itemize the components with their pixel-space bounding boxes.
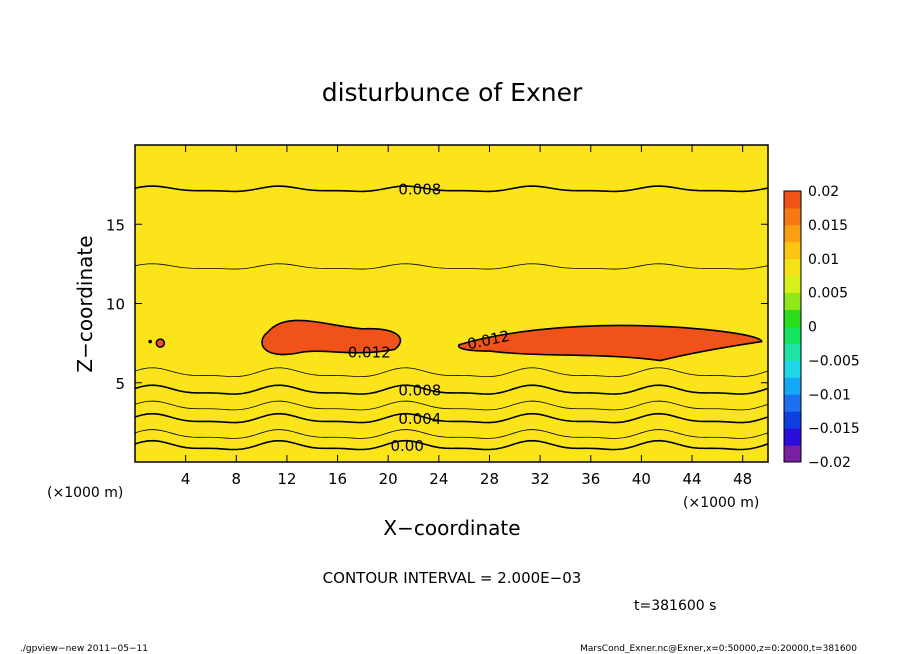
contour-label: 0.004 [398, 410, 441, 428]
x-tick-label: 12 [277, 470, 296, 488]
colorbar-swatch [784, 428, 801, 446]
colorbar-tick-label: 0.01 [808, 252, 839, 268]
colorbar-swatch [784, 191, 801, 209]
contour-interval-note: CONTOUR INTERVAL = 2.000E−03 [323, 569, 582, 587]
contour-line [135, 367, 768, 377]
colorbar-tick-label: 0.02 [808, 184, 839, 200]
y-axis-label: Z−coordinate [73, 235, 97, 372]
x-unit-right: (×1000 m) [683, 495, 759, 511]
colorbar-swatch [784, 360, 801, 378]
x-tick-label: 44 [682, 470, 701, 488]
contour-max-region [261, 319, 402, 356]
colorbar-swatch [784, 207, 801, 226]
contour-band [135, 145, 768, 462]
x-tick-label: 24 [429, 470, 448, 488]
x-unit-left: (×1000 m) [47, 485, 123, 501]
colorbar-tick-label: −0.015 [808, 421, 860, 437]
x-axis-label: X−coordinate [383, 516, 520, 540]
x-tick-label: 48 [733, 470, 752, 488]
x-tick-label: 4 [181, 470, 191, 488]
contour-line [135, 400, 768, 411]
contour-label: 0.008 [398, 382, 441, 400]
colorbar-swatch [784, 411, 801, 429]
contour-line [135, 439, 768, 451]
colorbar-swatch [784, 445, 801, 463]
colorbar-tick-label: 0 [808, 320, 817, 336]
colorbar-swatch [784, 326, 801, 344]
contour-max-region [457, 324, 763, 362]
colorbar-swatch [784, 377, 801, 395]
colorbar-tick-label: −0.01 [808, 387, 851, 403]
colorbar-swatch [784, 343, 801, 361]
colorbar-tick-label: 0.015 [808, 218, 848, 234]
colorbar-swatch [784, 309, 801, 327]
contour-label: 0.012 [348, 344, 391, 362]
colorbar-swatch [784, 224, 801, 243]
colorbar-swatch [784, 275, 801, 294]
x-tick-label: 32 [531, 470, 550, 488]
contour-line [135, 185, 768, 193]
chart-title: disturbunce of Exner [322, 78, 583, 107]
y-tick-label: 15 [106, 216, 125, 234]
contour-max-region [155, 338, 166, 348]
contour-line [135, 429, 768, 439]
x-tick-label: 40 [632, 470, 651, 488]
footer-right: MarsCond_Exner.nc@Exner,x=0:50000,z=0:20… [580, 644, 857, 654]
contour-line [135, 384, 768, 395]
contour-line [135, 412, 768, 424]
colorbar-swatch [784, 394, 801, 412]
contour-line [135, 263, 768, 270]
contour-max-point [148, 339, 152, 344]
colorbar-tick-label: 0.005 [808, 286, 848, 302]
x-tick-label: 20 [379, 470, 398, 488]
x-tick-label: 8 [232, 470, 242, 488]
y-tick-label: 10 [106, 296, 125, 314]
colorbar-frame [783, 190, 802, 463]
contour-label: 0.00 [390, 437, 423, 455]
colorbar-tick-label: −0.005 [808, 353, 860, 369]
footer-left: ./gpview−new 2011−05−11 [20, 644, 148, 654]
y-tick-label: 5 [115, 375, 125, 393]
colorbar-swatch [784, 241, 801, 260]
colorbar-swatch [784, 258, 801, 277]
colorbar: 0.02 0.015 0.01 0.005 0 −0.005 −0.01 −0.015 −0.0… [783, 184, 860, 471]
x-tick-label: 36 [581, 470, 600, 488]
x-tick-label: 16 [328, 470, 347, 488]
contour-label: 0.008 [398, 180, 441, 198]
colorbar-tick-label: −0.02 [808, 455, 851, 471]
colorbar-swatch [784, 292, 801, 311]
x-tick-label: 28 [480, 470, 499, 488]
time-label: t=381600 s [634, 598, 716, 614]
